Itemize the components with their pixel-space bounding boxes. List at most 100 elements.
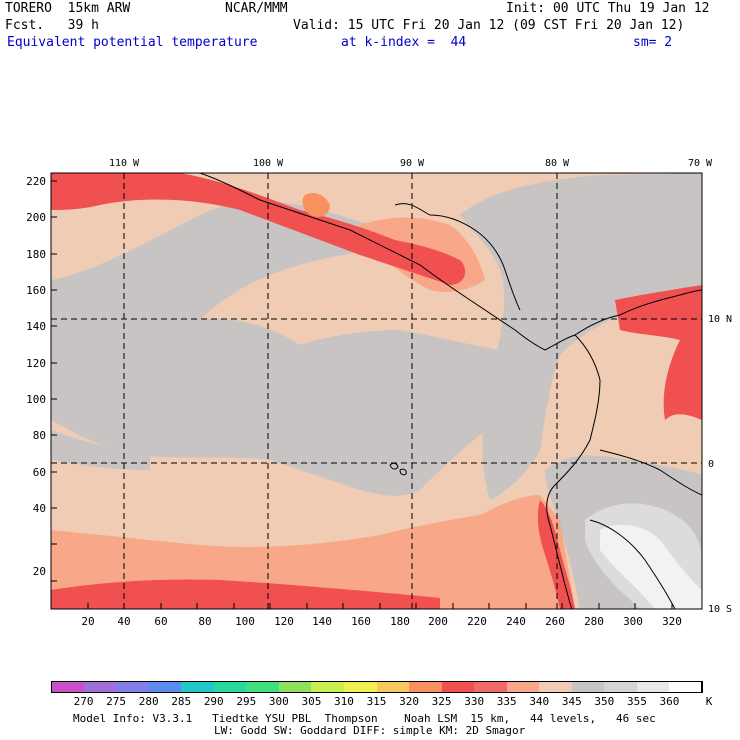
coastline-mexico-central-america [199, 173, 576, 351]
theta-e-field [51, 173, 702, 609]
field-red-hot-spot [302, 193, 330, 217]
y-tick-label: 160 [26, 284, 46, 297]
legend-swatch [474, 681, 508, 693]
x-tick-label: 40 [117, 615, 130, 628]
lat-label-10s: 10 S [708, 604, 732, 615]
model-info: Model Info: V3.3.1 Tiedtke YSU PBL Thomp… [73, 712, 656, 725]
field-red-north-mexico [51, 173, 466, 285]
axis-ticks [51, 180, 673, 609]
x-tick-label: 20 [81, 615, 94, 628]
lon-label-110w: 110 W [109, 158, 140, 169]
org-label: NCAR/MMM [225, 1, 288, 16]
legend-swatch [213, 681, 247, 693]
legend-swatch [409, 681, 443, 693]
x-tick-label: 60 [154, 615, 167, 628]
border-south-america-2 [589, 519, 676, 609]
y-tick-label: 200 [26, 211, 46, 224]
x-tick-label: 140 [312, 615, 332, 628]
x-tick-label: 180 [390, 615, 410, 628]
x-tick-label: 160 [351, 615, 371, 628]
legend-swatch [604, 681, 638, 693]
y-tick-label: 60 [33, 466, 46, 479]
legend-label: 330 [464, 695, 485, 708]
lat-label-0: 0 [708, 459, 714, 470]
legend-label: 285 [171, 695, 192, 708]
legend-swatch [376, 681, 410, 693]
x-tick-label: 200 [428, 615, 448, 628]
x-tick-label: 240 [506, 615, 526, 628]
x-tick-label: 80 [198, 615, 211, 628]
legend-label: 305 [301, 695, 322, 708]
legend-label: 270 [73, 695, 94, 708]
legend-label: 280 [138, 695, 159, 708]
field-white-interior [600, 524, 702, 609]
legend-label: 345 [561, 695, 582, 708]
legend-label: 275 [106, 695, 127, 708]
forecast-hour: Fcst. 39 h [5, 18, 99, 33]
lon-label-70w: 70 W [688, 158, 713, 169]
x-tick-label: 220 [467, 615, 487, 628]
coastline-colombia [574, 289, 702, 336]
field-grey-east [460, 173, 702, 500]
legend-swatch [116, 681, 150, 693]
legend-label: 295 [236, 695, 257, 708]
coastline-caribbean [394, 203, 521, 311]
x-tick-label: 120 [274, 615, 294, 628]
field-red-andes [537, 500, 575, 609]
legend-label: 360 [659, 695, 680, 708]
border-south-america-1 [599, 449, 702, 496]
model-physics: LW: Godd SW: Goddard DIFF: simple KM: 2D… [214, 724, 526, 737]
legend-label: 320 [399, 695, 419, 708]
plot-frame [50, 172, 703, 610]
legend-label: 310 [334, 695, 354, 708]
field-grey-band-south [51, 430, 150, 470]
legend-label: 300 [268, 695, 289, 708]
legend-unit: K [705, 695, 713, 708]
field-name: Equivalent potential temperature [7, 35, 258, 50]
coastline-south-america-west [546, 334, 601, 609]
legend-swatch [571, 681, 605, 693]
legend-swatch [278, 681, 312, 693]
legend-swatch [51, 681, 85, 693]
legend-label: 290 [203, 695, 224, 708]
init-time: Init: 00 UTC Thu 19 Jan 12 [506, 1, 710, 16]
legend-swatch [343, 681, 377, 693]
legend-swatch [441, 681, 475, 693]
legend-label: 325 [431, 695, 452, 708]
legend-label: 355 [626, 695, 647, 708]
x-tick-label: 320 [662, 615, 682, 628]
level-label: at k-index = 44 [341, 35, 467, 50]
x-tick-label: 100 [235, 615, 255, 628]
coastlines [199, 173, 702, 609]
legend-frame [51, 681, 702, 693]
legend-swatch [148, 681, 182, 693]
y-tick-label: 120 [26, 357, 46, 370]
legend-label: 350 [594, 695, 615, 708]
y-tick-label: 220 [26, 175, 46, 188]
y-tick-label: 80 [33, 429, 46, 442]
lat-label-10n: 10 N [708, 314, 732, 325]
legend-swatch [83, 681, 117, 693]
y-tick-label: 100 [26, 393, 46, 406]
valid-time: Valid: 15 UTC Fri 20 Jan 12 (09 CST Fri … [293, 18, 685, 33]
legend-label: 315 [366, 695, 387, 708]
legend-label: 335 [496, 695, 517, 708]
x-tick-label: 300 [623, 615, 643, 628]
lon-label-100w: 100 W [253, 158, 284, 169]
y-tick-label: 140 [26, 320, 46, 333]
grid-lines [51, 173, 702, 609]
smoothing-label: sm= 2 [633, 35, 673, 50]
lon-label-90w: 90 W [400, 158, 425, 169]
y-tick-label: 20 [33, 565, 46, 578]
legend-swatch [669, 681, 704, 693]
legend-swatch [636, 681, 670, 693]
x-tick-label: 260 [545, 615, 565, 628]
field-grey-band-west [51, 201, 500, 496]
field-red-south [51, 579, 440, 609]
legend-swatch [311, 681, 345, 693]
legend-swatch [246, 681, 280, 693]
legend-label: 340 [529, 695, 550, 708]
legend-swatch [539, 681, 573, 693]
lon-label-80w: 80 W [545, 158, 570, 169]
